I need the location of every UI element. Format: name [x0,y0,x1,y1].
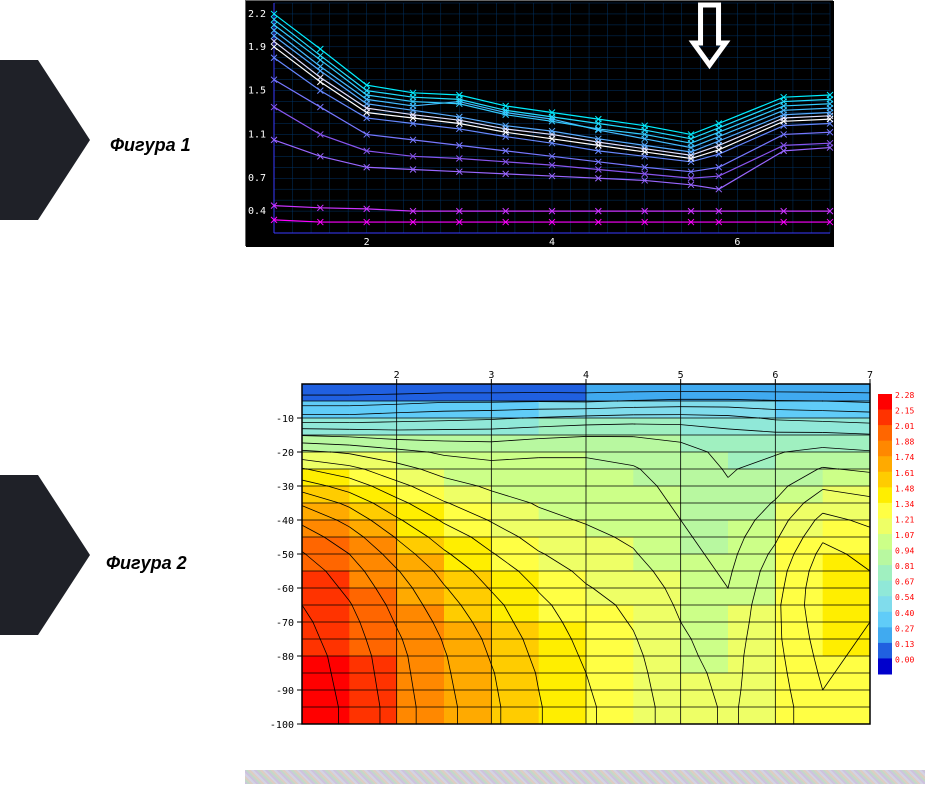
figure2-chart: 2 3 4 5 6 7 -10 -20 -30 -40 -50 -60 -70 -80 -90 -100 2.2… [262,368,922,728]
svg-text:1.61: 1.61 [895,469,914,478]
svg-text:-20: -20 [276,448,294,459]
svg-text:2: 2 [394,370,400,381]
svg-text:1.48: 1.48 [895,484,914,493]
svg-text:1.21: 1.21 [895,515,914,524]
svg-text:2.28: 2.28 [895,391,914,400]
svg-text:0.67: 0.67 [895,578,914,587]
svg-text:-40: -40 [276,516,294,527]
svg-text:-100: -100 [270,720,294,728]
svg-text:2.01: 2.01 [895,422,914,431]
svg-text:-60: -60 [276,584,294,595]
svg-text:1.88: 1.88 [895,438,914,447]
svg-text:1.07: 1.07 [895,531,914,540]
pentagon-marker-2 [0,475,90,635]
svg-text:0.13: 0.13 [895,640,914,649]
figure1-caption: Фигура 1 [110,135,191,156]
svg-text:1.9: 1.9 [248,42,266,53]
svg-text:5: 5 [678,370,684,381]
svg-text:0.7: 0.7 [248,173,266,184]
svg-text:6: 6 [772,370,778,381]
svg-text:1.74: 1.74 [895,453,914,462]
svg-text:-80: -80 [276,652,294,663]
svg-text:1.34: 1.34 [895,500,914,509]
svg-text:3: 3 [488,370,494,381]
pentagon-marker-1 [0,60,90,220]
svg-text:0.94: 0.94 [895,547,914,556]
svg-text:0.00: 0.00 [895,655,914,664]
svg-text:2.2: 2.2 [248,9,266,20]
svg-text:-90: -90 [276,686,294,697]
svg-text:1.5: 1.5 [248,86,266,97]
svg-text:7: 7 [867,370,873,381]
svg-text:0.81: 0.81 [895,562,914,571]
svg-text:0.27: 0.27 [895,624,914,633]
svg-text:6: 6 [734,237,740,247]
svg-text:2: 2 [364,237,370,247]
figure2-caption: Фигура 2 [106,553,187,574]
svg-text:0.4: 0.4 [248,206,266,217]
svg-text:-30: -30 [276,482,294,493]
svg-text:-50: -50 [276,550,294,561]
svg-text:-10: -10 [276,414,294,425]
svg-text:-70: -70 [276,618,294,629]
svg-text:4: 4 [549,237,555,247]
figure1-chart: 2 4 6 0.4 0.7 1.1 1.5 1.9 2.2 [245,0,833,246]
noise-strip [245,770,925,784]
svg-text:0.54: 0.54 [895,593,914,602]
svg-text:1.1: 1.1 [248,129,266,140]
svg-text:4: 4 [583,370,589,381]
svg-text:0.40: 0.40 [895,609,914,618]
svg-text:2.15: 2.15 [895,407,914,416]
